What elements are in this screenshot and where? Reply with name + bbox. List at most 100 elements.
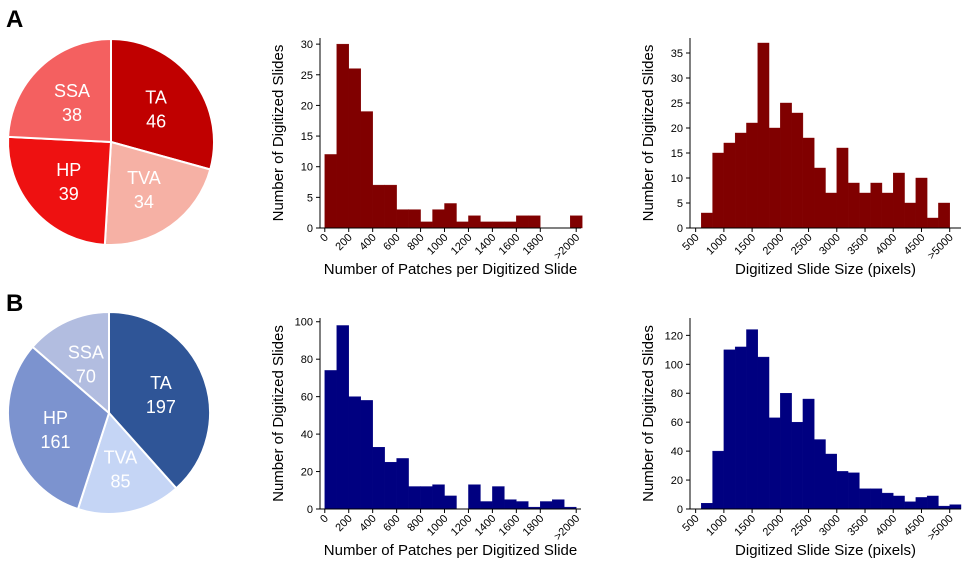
hist-a-patches-bar xyxy=(396,209,409,229)
hist-b-size-bar xyxy=(915,497,928,510)
hist-b-size-y-tick-label: 120 xyxy=(665,330,683,342)
hist-a-patches-bar xyxy=(348,68,361,229)
hist-a-size-x-tick-label: 2500 xyxy=(789,232,815,258)
hist-a-size-bar xyxy=(701,212,713,229)
hist-b-patches-x-tick-label: 1400 xyxy=(473,513,499,539)
hist-b-patches-x-tick-label: 1800 xyxy=(521,513,547,539)
pie-b-label-ssa: SSA xyxy=(68,342,104,362)
hist-b-patches-y-tick-label: 20 xyxy=(301,467,313,479)
hist-b-patches-bar xyxy=(552,499,565,510)
hist-b-patches-bar xyxy=(348,396,361,510)
hist-b-patches-y-tick-label: 80 xyxy=(301,354,313,366)
hist-b-patches-bar xyxy=(396,458,409,510)
hist-a-patches-bar xyxy=(468,215,481,229)
hist-a-patches-bar xyxy=(384,184,397,229)
hist-a-size-bar xyxy=(938,202,950,229)
hist-b-patches-x-tick-label: 1600 xyxy=(497,513,523,539)
hist-b-size-y-tick-label: 40 xyxy=(671,446,683,458)
pie-a-value-ssa: 38 xyxy=(62,105,82,125)
pie-chart-a: TA 46 TVA 34 HP 39 SSA 38 xyxy=(7,37,215,246)
hist-a-size-bar xyxy=(802,137,815,229)
hist-a-size-bar xyxy=(859,192,871,229)
hist-a-size-y-tick-label: 0 xyxy=(677,223,683,235)
hist-b-patches-x-tick-label: 600 xyxy=(381,513,402,534)
hist-b-size-bar xyxy=(893,495,905,510)
hist-b-size-y-tick-label: 100 xyxy=(665,359,683,371)
pie-a-value-tva: 34 xyxy=(134,192,154,212)
hist-a-patches-bar xyxy=(324,154,337,229)
hist-a-size-y-tick-label: 35 xyxy=(671,48,683,60)
hist-b-patches-x-tick-label: 800 xyxy=(405,513,426,534)
hist-a-size-y-tick-label: 5 xyxy=(677,198,683,210)
hist-b-size-x-tick-label: 3000 xyxy=(817,513,843,539)
hist-b-patches-bar xyxy=(540,501,553,510)
hist-b-patches-y-tick-label: 0 xyxy=(307,504,313,516)
hist-a-size-bar xyxy=(836,147,849,229)
hist-b-size-x-tick-label: 2500 xyxy=(789,513,815,539)
hist-b-size-bar xyxy=(746,329,758,510)
hist-a-patches-bar xyxy=(456,221,469,229)
hist-a-patches-bar xyxy=(420,221,433,229)
hist-a-patches-bar xyxy=(504,221,517,229)
hist-a-size-x-tick-label: 3000 xyxy=(817,232,843,258)
hist-a-size-y-title: Number of Digitized Slides xyxy=(640,45,657,222)
pie-b-label-tva: TVA xyxy=(104,447,138,467)
hist-a-patches-bar xyxy=(570,215,583,229)
hist-a-size-x-tick-label: 4000 xyxy=(874,232,900,258)
hist-b-size-bar xyxy=(780,393,792,510)
hist-b-patches-x-tick-label: 400 xyxy=(357,513,378,534)
hist-a-size-bar xyxy=(791,112,804,229)
pie-b-value-ta: 197 xyxy=(146,397,176,417)
hist-b-patches-bar xyxy=(408,486,421,510)
pie-b-value-hp: 161 xyxy=(40,432,70,452)
hist-a-size-bar xyxy=(734,132,747,229)
hist-b-patches-bar xyxy=(384,461,397,510)
hist-b-patches-x-tick-label: 1000 xyxy=(425,513,451,539)
hist-a-patches-x-tick-label: 400 xyxy=(357,232,378,253)
hist-b-size-bar xyxy=(802,398,815,510)
hist-a-patches-y-tick-label: 15 xyxy=(301,131,313,143)
hist-b-patches-bar xyxy=(504,499,517,510)
hist-b-size-y-tick-label: 20 xyxy=(671,475,683,487)
hist-b-patches-bar xyxy=(444,495,457,510)
hist-a-patches-bar xyxy=(480,221,493,229)
hist-b-size-x-tick-label: 2000 xyxy=(761,513,787,539)
hist-b-size-x-tick-label: 3500 xyxy=(845,513,871,539)
hist-b-size-bar xyxy=(723,349,736,510)
hist-a-size-bar xyxy=(814,167,826,229)
pie-chart-b: TA 197 TVA 85 HP 161 SSA 70 xyxy=(7,310,211,515)
hist-a-patches-x-tick-label: 800 xyxy=(405,232,426,253)
pie-b-slice-hp xyxy=(7,345,111,511)
hist-a-size-x-title: Digitized Slide Size (pixels) xyxy=(735,261,916,278)
pie-b-value-tva: 85 xyxy=(110,471,130,491)
hist-a-size-x-tick-label: 3500 xyxy=(845,232,871,258)
hist-b-size-y-title: Number of Digitized Slides xyxy=(640,325,657,502)
hist-b-size-x-tick-label: 1000 xyxy=(704,513,730,539)
hist-a-patches-x-tick-label: >2000 xyxy=(552,232,582,262)
hist-b-patches-x-tick-label: 1200 xyxy=(449,513,475,539)
histogram-a-size: 0 5 10 15 20 25 30 35 500 1000 1500 2000 2500 3000 350… xyxy=(640,38,961,278)
pie-a-label-tva: TVA xyxy=(127,168,161,188)
hist-a-size-bar xyxy=(881,192,894,229)
hist-b-size-bar xyxy=(825,453,837,510)
hist-b-size-bar xyxy=(757,356,770,510)
hist-a-size-x-tick-label: 4500 xyxy=(902,232,928,258)
hist-a-patches-bar xyxy=(516,215,529,229)
hist-a-size-x-tick-label: 1000 xyxy=(704,232,730,258)
hist-a-patches-bar xyxy=(432,209,445,229)
hist-a-size-bar xyxy=(780,102,792,229)
hist-a-patches-x-tick-label: 1400 xyxy=(473,232,499,258)
hist-a-size-bar xyxy=(870,182,883,229)
hist-b-size-x-title: Digitized Slide Size (pixels) xyxy=(735,542,916,559)
hist-b-patches-y-tick-label: 40 xyxy=(301,429,313,441)
pie-b-slice-ta xyxy=(108,310,211,490)
hist-a-patches-bar xyxy=(408,209,421,229)
pie-b-slice-ssa xyxy=(31,310,110,416)
hist-a-size-y-tick-label: 30 xyxy=(671,73,683,85)
hist-a-patches-x-tick-label: 1600 xyxy=(497,232,523,258)
hist-a-patches-x-title: Number of Patches per Digitized Slide xyxy=(324,261,577,278)
pie-b-slice-tva xyxy=(76,411,178,515)
pie-a-slice-tva xyxy=(103,140,212,246)
